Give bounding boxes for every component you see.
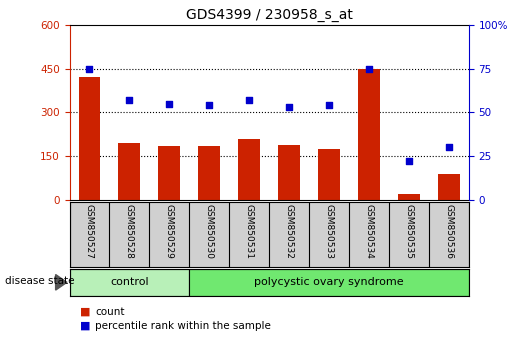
- Bar: [70, 269, 190, 296]
- Text: control: control: [110, 277, 149, 287]
- Text: GSM850536: GSM850536: [444, 204, 453, 259]
- Bar: [118, 143, 141, 200]
- Bar: [189, 269, 469, 296]
- Text: GSM850533: GSM850533: [324, 204, 333, 259]
- Text: GSM850530: GSM850530: [205, 204, 214, 259]
- Title: GDS4399 / 230958_s_at: GDS4399 / 230958_s_at: [185, 8, 353, 22]
- Text: percentile rank within the sample: percentile rank within the sample: [95, 321, 271, 331]
- Bar: [278, 144, 300, 200]
- Bar: [438, 174, 460, 200]
- Bar: [398, 194, 420, 200]
- Point: [85, 66, 94, 72]
- Text: ■: ■: [80, 307, 90, 316]
- Text: GSM850531: GSM850531: [245, 204, 253, 259]
- Bar: [358, 69, 380, 200]
- Text: count: count: [95, 307, 125, 316]
- Bar: [238, 139, 260, 200]
- Bar: [198, 146, 220, 200]
- Text: ■: ■: [80, 321, 90, 331]
- Text: GSM850534: GSM850534: [365, 204, 373, 259]
- Point: [444, 144, 453, 150]
- Point: [245, 97, 253, 103]
- Text: GSM850535: GSM850535: [404, 204, 413, 259]
- Polygon shape: [56, 275, 67, 290]
- Point: [325, 103, 333, 108]
- Bar: [158, 146, 180, 200]
- Text: disease state: disease state: [5, 275, 75, 286]
- Text: GSM850527: GSM850527: [85, 204, 94, 259]
- Text: GSM850528: GSM850528: [125, 204, 134, 259]
- Point: [165, 101, 174, 107]
- Text: polycystic ovary syndrome: polycystic ovary syndrome: [254, 277, 404, 287]
- Point: [205, 103, 213, 108]
- Point: [125, 97, 133, 103]
- Text: GSM850529: GSM850529: [165, 204, 174, 259]
- Point: [365, 66, 373, 72]
- Point: [405, 159, 413, 164]
- Text: GSM850532: GSM850532: [285, 204, 294, 259]
- Bar: [318, 149, 340, 200]
- Bar: [78, 78, 100, 200]
- Point: [285, 104, 293, 110]
